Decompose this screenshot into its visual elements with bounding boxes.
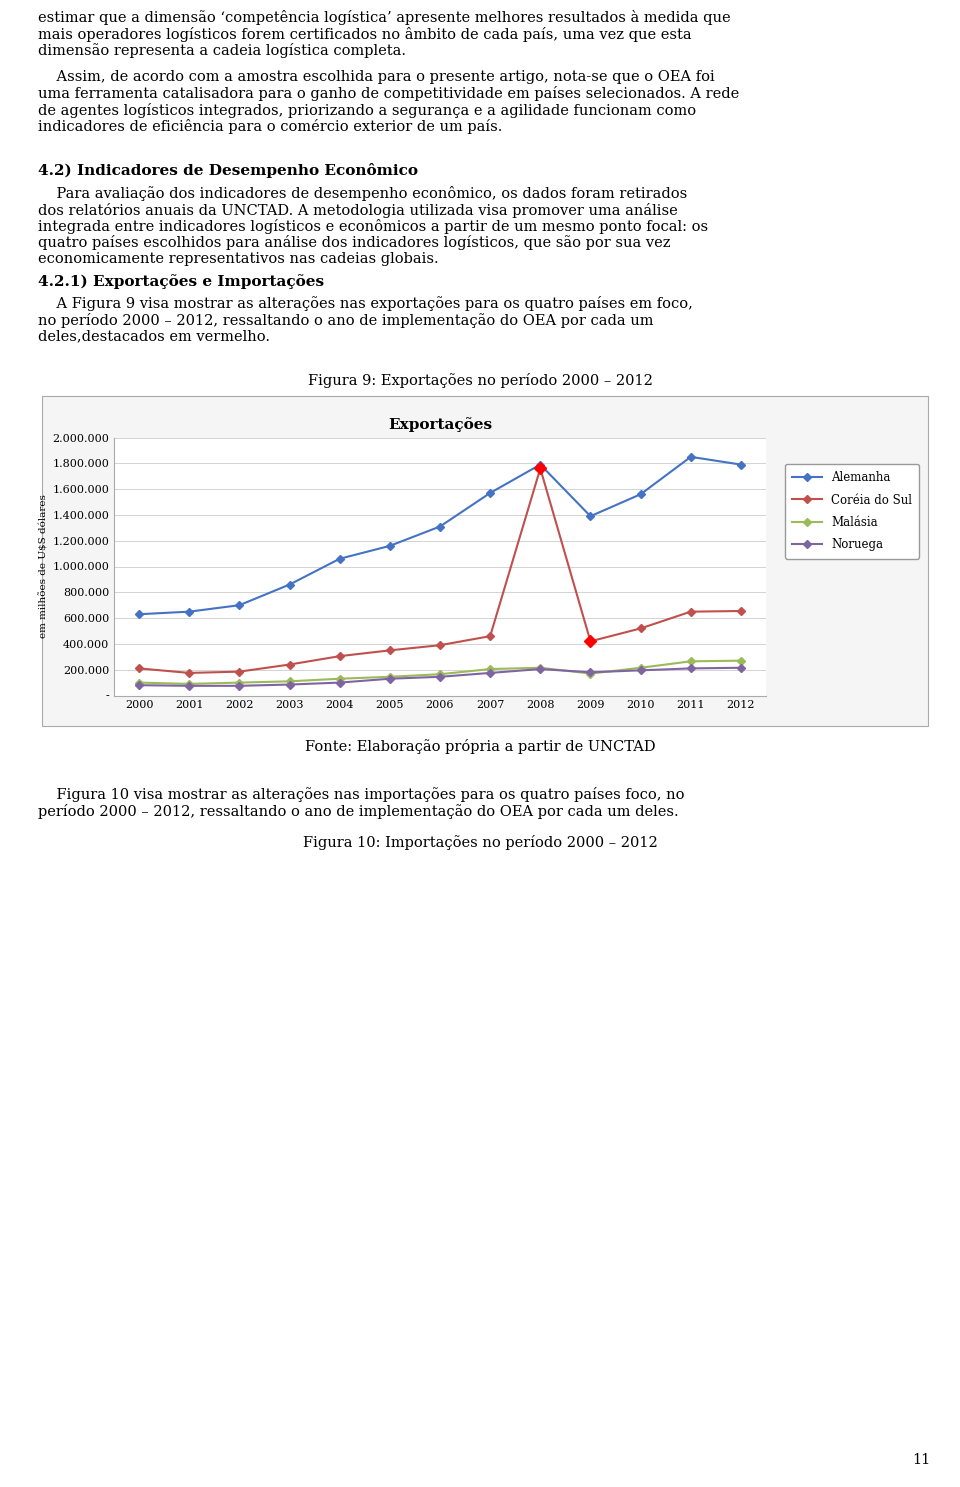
Noruega [384,669,396,687]
Malásia [434,665,445,683]
Noruega [233,677,245,694]
Line: Malásia: Malásia [136,657,744,687]
Noruega [284,675,296,693]
Text: de agentes logísticos integrados, priorizando a segurança e a agilidade funciona: de agentes logísticos integrados, priori… [38,103,696,117]
Text: uma ferramenta catalisadora para o ganho de competitividade em países selecionad: uma ferramenta catalisadora para o ganho… [38,86,739,101]
Text: economicamente representativos nas cadeias globais.: economicamente representativos nas cadei… [38,251,439,266]
Malásia [585,665,596,683]
Text: 4.2.1) Exportações e Importações: 4.2.1) Exportações e Importações [38,275,324,290]
Noruega [485,665,496,683]
Text: estimar que a dimensão ‘competência logística’ apresente melhores resultados à m: estimar que a dimensão ‘competência logí… [38,10,731,25]
Text: Para avaliação dos indicadores de desempenho econômico, os dados foram retirados: Para avaliação dos indicadores de desemp… [38,186,687,201]
Text: Fonte: Elaboração própria a partir de UNCTAD: Fonte: Elaboração própria a partir de UN… [304,739,656,754]
Malásia [334,669,346,687]
Alemanha [334,550,346,568]
Malásia [284,672,296,690]
Malásia [384,668,396,686]
Line: Noruega: Noruega [136,665,744,688]
Malásia [133,674,145,691]
Text: Figura 10 visa mostrar as alterações nas importações para os quatro países foco,: Figura 10 visa mostrar as alterações nas… [38,788,684,803]
Noruega [183,677,195,694]
Coréia do Sul [233,663,245,681]
Alemanha [535,455,546,473]
Coréia do Sul [535,459,546,477]
Alemanha [284,575,296,593]
Text: integrada entre indicadores logísticos e econômicos a partir de um mesmo ponto f: integrada entre indicadores logísticos e… [38,219,708,233]
Text: no período 2000 – 2012, ressaltando o ano de implementação do OEA por cada um: no período 2000 – 2012, ressaltando o an… [38,312,654,327]
Alemanha [635,485,646,503]
Noruega [685,660,697,678]
Malásia [535,659,546,677]
Text: Figura 9: Exportações no período 2000 – 2012: Figura 9: Exportações no período 2000 – … [307,373,653,388]
Malásia [685,653,697,671]
Coréia do Sul [334,647,346,665]
Line: Coréia do Sul: Coréia do Sul [136,465,744,675]
Coréia do Sul [434,636,445,654]
Coréia do Sul [384,641,396,659]
Text: deles,destacados em vermelho.: deles,destacados em vermelho. [38,329,270,343]
Noruega [434,668,445,686]
Text: dos relatórios anuais da UNCTAD. A metodologia utilizada visa promover uma análi: dos relatórios anuais da UNCTAD. A metod… [38,202,678,217]
Text: quatro países escolhidos para análise dos indicadores logísticos, que são por su: quatro países escolhidos para análise do… [38,235,670,250]
Malásia [735,651,747,669]
Alemanha [183,602,195,620]
Alemanha [685,448,697,465]
Text: Assim, de acordo com a amostra escolhida para o presente artigo, nota-se que o O: Assim, de acordo com a amostra escolhida… [38,70,715,83]
Text: Figura 10: Importações no período 2000 – 2012: Figura 10: Importações no período 2000 –… [302,834,658,849]
Alemanha [133,605,145,623]
Alemanha [485,485,496,503]
Malásia [233,674,245,691]
Alemanha [585,507,596,525]
Text: mais operadores logísticos forem certificados no âmbito de cada país, uma vez qu: mais operadores logísticos forem certifi… [38,27,691,42]
Line: Alemanha: Alemanha [136,454,744,617]
Coréia do Sul [485,628,496,645]
Legend: Alemanha, Coréia do Sul, Malásia, Noruega: Alemanha, Coréia do Sul, Malásia, Norueg… [785,464,919,559]
Malásia [485,660,496,678]
Coréia do Sul [585,632,596,650]
Noruega [535,660,546,678]
Text: período 2000 – 2012, ressaltando o ano de implementação do OEA por cada um deles: período 2000 – 2012, ressaltando o ano d… [38,804,679,819]
Text: 4.2) Indicadores de Desempenho Econômico: 4.2) Indicadores de Desempenho Econômico [38,164,418,178]
Noruega [635,662,646,680]
Coréia do Sul [685,602,697,620]
Text: dimensão representa a cadeia logística completa.: dimensão representa a cadeia logística c… [38,43,406,58]
Malásia [183,675,195,693]
Noruega [585,663,596,681]
Malásia [635,659,646,677]
Alemanha [434,517,445,535]
Noruega [735,659,747,677]
Noruega [334,674,346,691]
Text: indicadores de eficiência para o comércio exterior de um país.: indicadores de eficiência para o comérci… [38,119,502,134]
Text: A Figura 9 visa mostrar as alterações nas exportações para os quatro países em f: A Figura 9 visa mostrar as alterações na… [38,296,693,311]
Alemanha [233,596,245,614]
Y-axis label: em milhões de U$S dólares: em milhões de U$S dólares [38,495,48,638]
Coréia do Sul [183,665,195,683]
Text: 11: 11 [912,1453,930,1468]
FancyBboxPatch shape [42,396,928,726]
Coréia do Sul [133,660,145,678]
Alemanha [384,537,396,555]
Coréia do Sul [635,620,646,638]
Coréia do Sul [284,656,296,674]
Coréia do Sul [735,602,747,620]
Alemanha [735,455,747,473]
Noruega [133,677,145,694]
Title: Exportações: Exportações [388,418,492,433]
